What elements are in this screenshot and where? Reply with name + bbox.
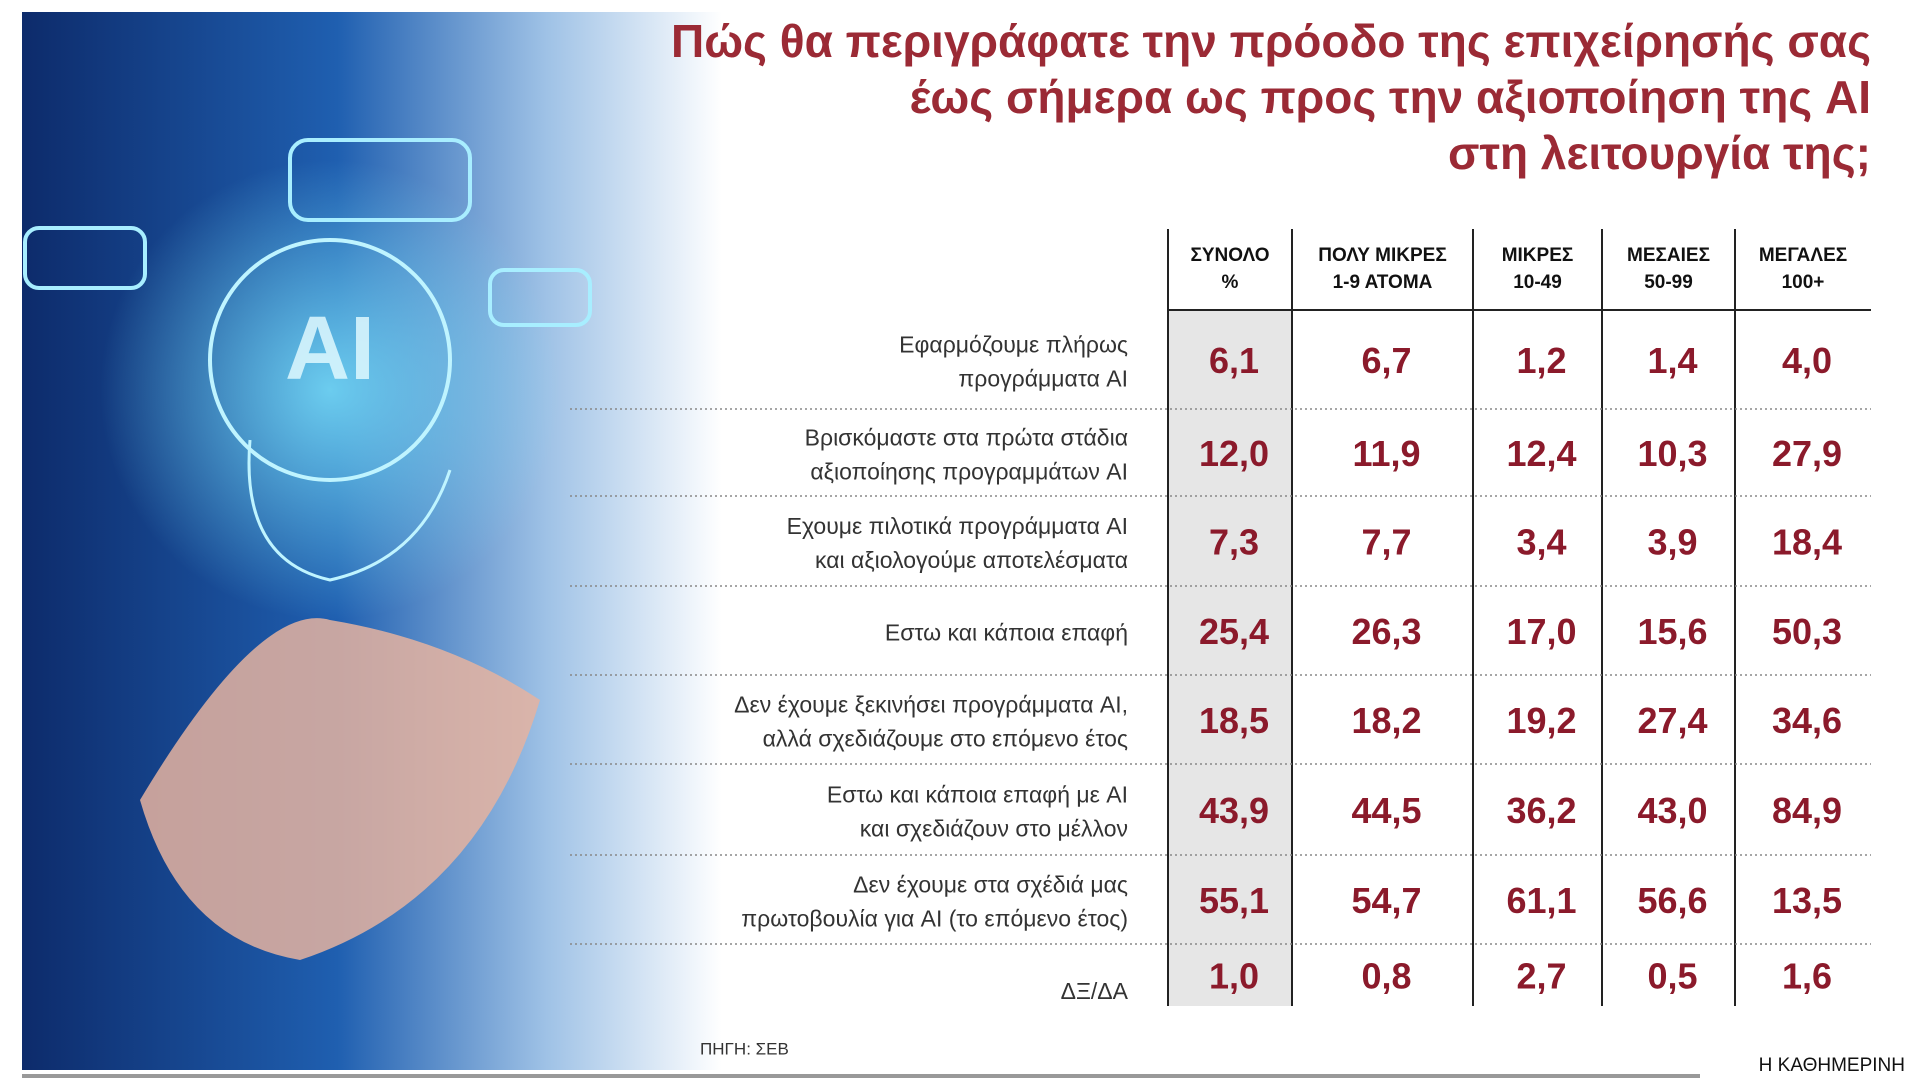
cell-value: 17,0	[1506, 611, 1576, 652]
row-label: και αξιολογούμε αποτελέσματα	[815, 547, 1128, 573]
cell-value: 61,1	[1506, 880, 1576, 921]
row-label: πρωτοβουλία για AI (το επόμενο έτος)	[741, 906, 1128, 932]
cell-value: 6,1	[1209, 340, 1259, 381]
cell-value: 25,4	[1199, 611, 1269, 652]
cell-value: 15,6	[1637, 611, 1707, 652]
cell-value: 27,9	[1772, 433, 1842, 474]
row-label: προγράμματα AI	[958, 366, 1128, 392]
cell-value: 0,5	[1647, 956, 1697, 997]
row-label: Δεν έχουμε ξεκινήσει προγράμματα AI,	[734, 692, 1128, 718]
cell-value: 43,0	[1637, 790, 1707, 831]
total-column-shade	[1168, 310, 1292, 1006]
cell-value: 55,1	[1199, 880, 1269, 921]
column-header: ΜΙΚΡΕΣ	[1502, 245, 1574, 266]
cell-value: 18,2	[1351, 700, 1421, 741]
cell-value: 26,3	[1351, 611, 1421, 652]
cell-value: 13,5	[1772, 880, 1842, 921]
illustration: AI	[22, 12, 722, 1070]
cell-value: 27,4	[1637, 700, 1707, 741]
cell-value: 6,7	[1361, 340, 1411, 381]
cell-value: 1,2	[1516, 340, 1566, 381]
cell-value: 56,6	[1637, 880, 1707, 921]
cell-value: 1,0	[1209, 956, 1259, 997]
cell-value: 1,4	[1647, 340, 1697, 381]
cell-value: 2,7	[1516, 956, 1566, 997]
title-line: Πώς θα περιγράφατε την πρόοδο της επιχεί…	[671, 15, 1871, 67]
cell-value: 1,6	[1782, 956, 1832, 997]
column-header: ΜΕΓΑΛΕΣ	[1759, 245, 1847, 266]
brand: Η ΚΑΘΗΜΕΡΙΝΗ	[1759, 1055, 1905, 1076]
cell-value: 10,3	[1637, 433, 1707, 474]
cell-value: 3,4	[1516, 522, 1566, 563]
cell-value: 54,7	[1351, 880, 1421, 921]
row-label: Εστω και κάποια επαφή	[885, 620, 1128, 646]
cell-value: 0,8	[1361, 956, 1411, 997]
column-header: ΠΟΛΥ ΜΙΚΡΕΣ	[1318, 245, 1446, 266]
row-label: Εχουμε πιλοτικά προγράμματα AI	[787, 513, 1128, 539]
column-header: 1-9 ΑΤΟΜΑ	[1333, 272, 1433, 293]
cell-value: 43,9	[1199, 790, 1269, 831]
row-label: Εστω και κάποια επαφή με AI	[827, 782, 1128, 808]
row-label: ΔΞ/ΔΑ	[1061, 978, 1129, 1004]
cell-value: 7,3	[1209, 522, 1259, 563]
source: ΠΗΓΗ: ΣΕΒ	[700, 1039, 789, 1058]
cell-value: 50,3	[1772, 611, 1842, 652]
row-label: αξιοποίησης προγραμμάτων AI	[810, 459, 1128, 485]
column-header: ΜΕΣΑΙΕΣ	[1627, 245, 1710, 266]
cell-value: 34,6	[1772, 700, 1842, 741]
title-line: στη λειτουργία της;	[1448, 127, 1871, 179]
row-label: Εφαρμόζουμε πλήρως	[899, 332, 1128, 358]
cell-value: 3,9	[1647, 522, 1697, 563]
table: Πώς θα περιγράφατε την πρόοδο της επιχεί…	[570, 15, 1905, 1076]
cell-value: 19,2	[1506, 700, 1576, 741]
cell-value: 18,4	[1772, 522, 1842, 563]
cell-value: 12,4	[1506, 433, 1576, 474]
cell-value: 4,0	[1782, 340, 1832, 381]
cell-value: 84,9	[1772, 790, 1842, 831]
row-label: αλλά σχεδιάζουμε στο επόμενο έτος	[763, 726, 1128, 752]
row-label: Δεν έχουμε στα σχέδιά μας	[853, 872, 1128, 898]
column-header: %	[1222, 272, 1239, 293]
row-label: και σχεδιάζουν στο μέλλον	[860, 816, 1128, 842]
cell-value: 36,2	[1506, 790, 1576, 831]
row-label: Βρισκόμαστε στα πρώτα στάδια	[805, 425, 1128, 451]
cell-value: 12,0	[1199, 433, 1269, 474]
svg-text:AI: AI	[285, 299, 375, 399]
cell-value: 44,5	[1351, 790, 1421, 831]
column-header: 50-99	[1644, 272, 1693, 293]
column-header: 10-49	[1513, 272, 1562, 293]
cell-value: 7,7	[1361, 522, 1411, 563]
cell-value: 18,5	[1199, 700, 1269, 741]
title-line: έως σήμερα ως προς την αξιοποίηση της AI	[910, 71, 1871, 123]
column-header: ΣΥΝΟΛΟ	[1190, 245, 1269, 266]
cell-value: 11,9	[1352, 433, 1420, 474]
column-header: 100+	[1782, 272, 1825, 293]
